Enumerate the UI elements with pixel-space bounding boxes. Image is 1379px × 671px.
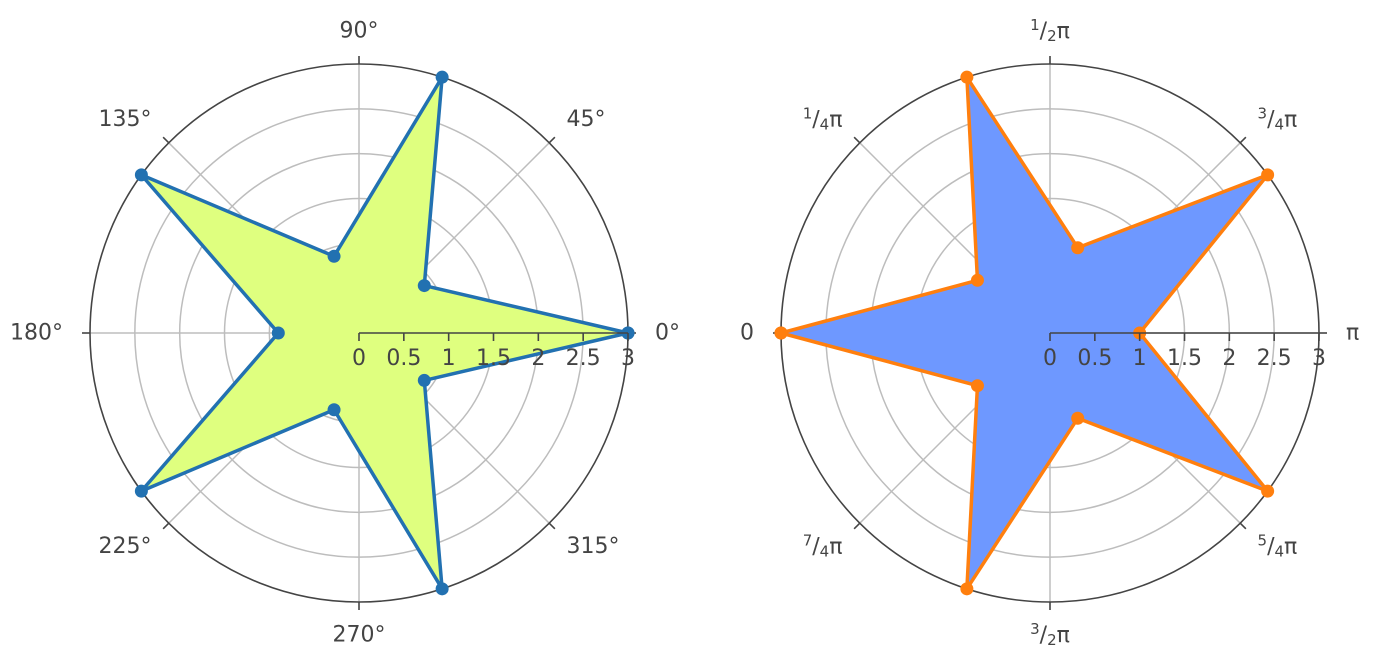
data-point xyxy=(1261,484,1275,498)
angular-tick-label: 315° xyxy=(567,534,620,559)
radial-tick-label: 2.5 xyxy=(566,346,601,371)
radial-tick-label: 1 xyxy=(442,346,456,371)
data-point xyxy=(435,582,449,596)
radial-tick-label: 3 xyxy=(621,346,635,371)
angular-tick-label: 180° xyxy=(10,321,63,346)
angular-tick-label: 1/2π xyxy=(1030,16,1070,45)
radial-tick-label: 3 xyxy=(1312,346,1326,371)
data-point xyxy=(1071,241,1085,255)
radial-tick-label: 1.5 xyxy=(476,346,511,371)
angular-tick-mark xyxy=(162,136,170,144)
data-point xyxy=(134,484,148,498)
radial-tick-label: 2 xyxy=(531,346,545,371)
angular-tick-label: π xyxy=(1346,321,1359,346)
angular-tick-label: 270° xyxy=(333,623,386,648)
data-point xyxy=(435,70,449,84)
data-point xyxy=(417,373,431,387)
angular-tick-label: 0 xyxy=(740,321,754,346)
data-point xyxy=(271,326,285,340)
angular-tick-label: 3/2π xyxy=(1030,620,1070,649)
angular-tick-label: 3/4π xyxy=(1258,104,1298,133)
angular-tick-label: 5/4π xyxy=(1258,532,1298,561)
radial-tick-label: 1 xyxy=(1133,346,1147,371)
angular-tick-label: 90° xyxy=(340,19,379,44)
angular-tick-label: 45° xyxy=(567,107,606,132)
data-point xyxy=(774,326,788,340)
angular-tick-label: 135° xyxy=(98,107,151,132)
data-point xyxy=(327,403,341,417)
angular-tick-mark xyxy=(1239,522,1247,530)
data-point xyxy=(960,582,974,596)
radial-tick-label: 0.5 xyxy=(386,346,421,371)
angular-tick-mark xyxy=(162,522,170,530)
radial-tick-label: 2 xyxy=(1222,346,1236,371)
data-point xyxy=(960,70,974,84)
angular-tick-mark xyxy=(853,136,861,144)
radial-tick-label: 1.5 xyxy=(1167,346,1202,371)
data-point xyxy=(327,249,341,263)
angular-tick-mark xyxy=(548,522,556,530)
angular-tick-label: 0° xyxy=(655,321,680,346)
polar-chart-1: 0° 45° 90° 135° 180° 225° 270° 315° 0 0.5 1 1.5 2 2.5… xyxy=(10,19,680,648)
data-point xyxy=(1071,411,1085,425)
angular-tick-mark xyxy=(548,136,556,144)
data-point xyxy=(970,379,984,393)
angular-tick-label: 7/4π xyxy=(803,532,843,561)
radial-tick-label: 0 xyxy=(352,346,366,371)
angular-tick-mark xyxy=(853,522,861,530)
data-point xyxy=(970,273,984,287)
data-point xyxy=(1261,168,1275,182)
series-fill-area xyxy=(781,77,1268,589)
radial-tick-label: 0.5 xyxy=(1077,346,1112,371)
radial-tick-label: 2.5 xyxy=(1257,346,1292,371)
angular-tick-label: 225° xyxy=(98,534,151,559)
polar-chart-2: 0 1/4π 1/2π 3/4π π 5/4π 3/2π 7/4π 0 0.5 1 1.5 2 2.5 3 xyxy=(740,16,1359,649)
data-point xyxy=(417,279,431,293)
radial-tick-label: 0 xyxy=(1043,346,1057,371)
angular-tick-mark xyxy=(1239,136,1247,144)
angular-tick-label: 1/4π xyxy=(803,104,843,133)
data-point xyxy=(134,168,148,182)
